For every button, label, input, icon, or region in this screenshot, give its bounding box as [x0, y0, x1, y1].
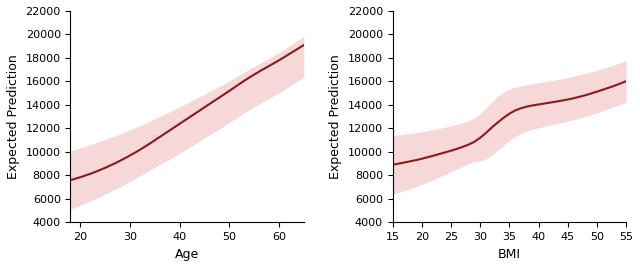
Y-axis label: Expected Prediction: Expected Prediction	[329, 54, 342, 179]
X-axis label: BMI: BMI	[498, 248, 521, 261]
Y-axis label: Expected Prediction: Expected Prediction	[7, 54, 20, 179]
X-axis label: Age: Age	[175, 248, 199, 261]
